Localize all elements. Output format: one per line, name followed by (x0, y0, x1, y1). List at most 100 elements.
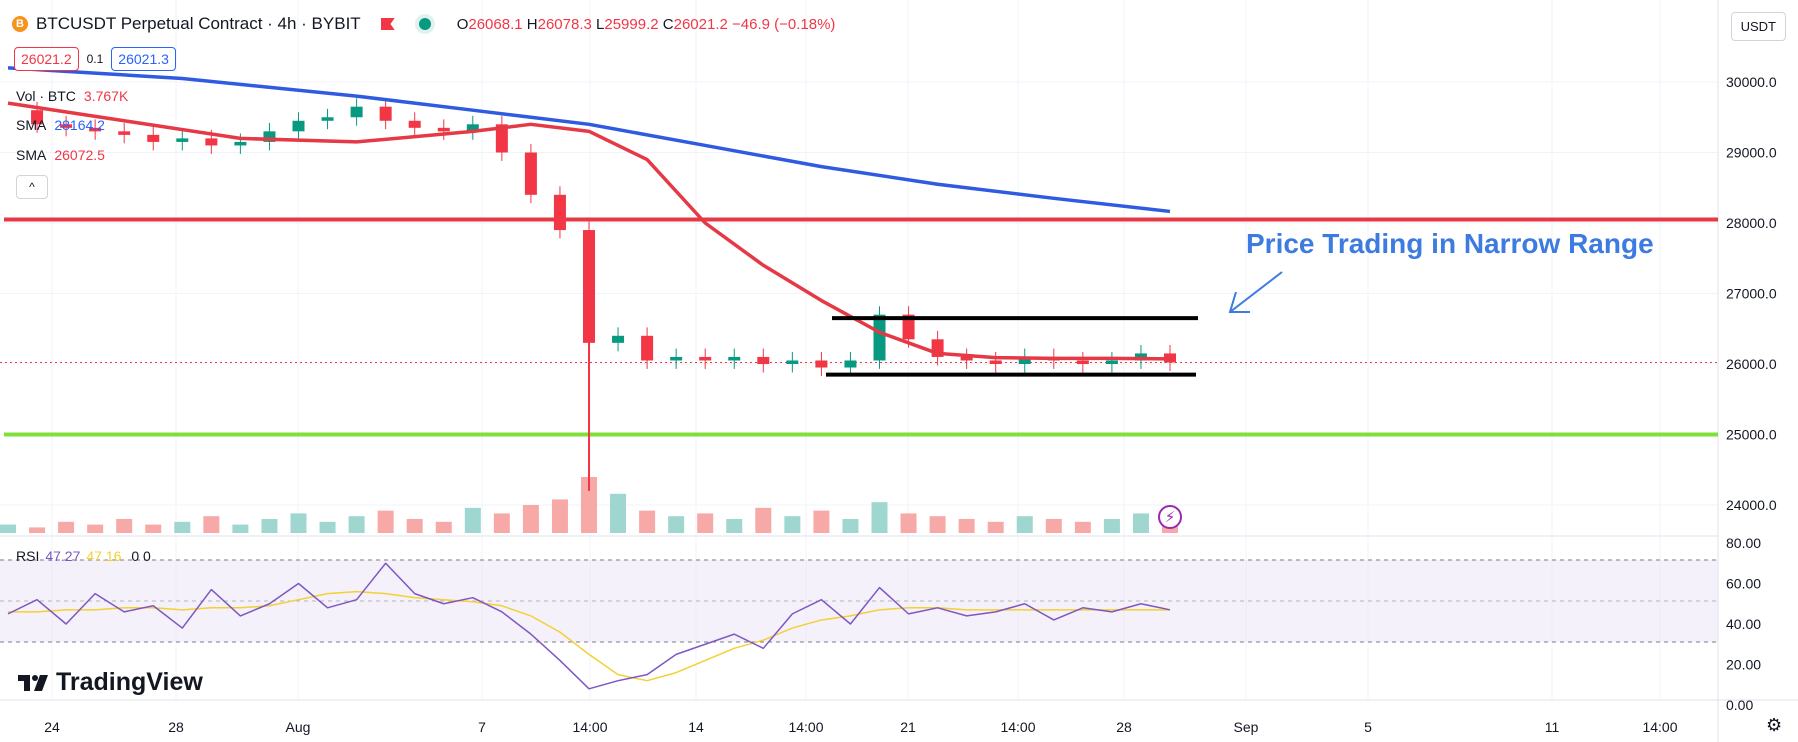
sma-fast-legend[interactable]: SMA 26072.5 (16, 147, 105, 163)
time-tick-label: 14:00 (572, 719, 607, 735)
volume-bar (261, 519, 278, 533)
chart-header: B BTCUSDT Perpetual Contract · 4h · BYBI… (12, 14, 835, 34)
price-tick-label: 27000.0 (1726, 286, 1777, 302)
rsi-tick-label: 40.00 (1726, 616, 1761, 632)
low-value: 25999.2 (604, 15, 659, 33)
candle-body (321, 117, 334, 121)
rsi-legend[interactable]: RSI 47.27 47.16 0 0 (16, 548, 151, 564)
volume-bar (319, 521, 336, 533)
volume-bar (377, 510, 394, 533)
volume-bar (87, 524, 104, 533)
volume-bar (842, 519, 859, 533)
sell-button[interactable]: 26021.2 (14, 47, 79, 71)
volume-bar (697, 513, 714, 533)
time-tick-label: 14 (688, 719, 704, 735)
range-box (826, 316, 1198, 377)
volume-bar (0, 524, 16, 533)
rsi-lines (7, 562, 1171, 690)
volume-bar (784, 516, 801, 533)
flag-icon[interactable] (380, 18, 395, 30)
ohlc-values: O26068.1 H26078.3 L25999.2 C26021.2 −46.… (457, 16, 836, 33)
sma-fast-line (7, 101, 1171, 361)
sma-slow-label: SMA (16, 117, 47, 133)
price-tick-label: 25000.0 (1726, 427, 1777, 443)
price-axis[interactable]: 30000.0 29000.0 28000.0 27000.0 26000.0 25000… (1726, 74, 1777, 513)
settings-gear-icon[interactable]: ⚙ (1766, 715, 1783, 735)
bitcoin-icon: B (12, 16, 28, 32)
sma-slow-legend[interactable]: SMA 28164.2 (16, 117, 105, 133)
time-tick-label: 14:00 (1642, 719, 1677, 735)
rsi-label: RSI (16, 548, 40, 564)
candle-body (60, 124, 73, 128)
low-label: L (596, 15, 605, 33)
candle-body (641, 335, 654, 361)
close-label: C (662, 15, 674, 33)
candle-body (699, 356, 712, 361)
annotation-arrow (1229, 271, 1283, 313)
time-tick-label: 28 (1116, 719, 1132, 735)
annotation-text: Price Trading in Narrow Range (1246, 228, 1654, 259)
rsi-ma-value: 47.16 (86, 548, 122, 564)
volume-bar (610, 493, 627, 533)
currency-selector[interactable]: USDT (1730, 12, 1786, 41)
time-tick-label: Sep (1234, 719, 1259, 735)
symbol-title[interactable]: BTCUSDT Perpetual Contract · 4h · BYBIT (36, 14, 361, 33)
volume-bar (871, 502, 888, 533)
volume-bar (900, 513, 917, 533)
rsi-axis[interactable]: 80.00 60.00 40.00 20.00 0.00 (1726, 535, 1761, 713)
volume-bar (639, 510, 656, 533)
time-tick-label: 11 (1545, 719, 1560, 735)
candle-body (466, 124, 479, 132)
spread-value: 0.1 (86, 52, 104, 66)
candle-body (902, 314, 915, 340)
volume-bar (987, 521, 1004, 533)
volume-bar (1074, 521, 1091, 533)
candle-body (176, 138, 189, 142)
rsi-tick-label: 60.00 (1726, 576, 1761, 592)
tradingview-logo[interactable]: TradingView (18, 668, 203, 697)
rsi-ma-line (8, 590, 1170, 682)
moving-averages (7, 66, 1171, 361)
volume-value: 3.767K (83, 88, 129, 104)
volume-bar (1045, 519, 1062, 533)
candle-body (495, 124, 508, 153)
volume-bar (29, 527, 46, 533)
lightning-icon[interactable]: ⚡ (1158, 505, 1182, 529)
volume-bar (58, 521, 75, 533)
volume-bar (958, 519, 975, 533)
volume-bar (929, 516, 946, 533)
candle-body (292, 120, 305, 132)
volume-legend[interactable]: Vol · BTC 3.767K (16, 88, 128, 104)
candle-body (31, 110, 44, 125)
sma-slow-value: 28164.2 (54, 117, 105, 133)
volume-bar (668, 516, 685, 533)
annotation-arrowhead (1228, 291, 1250, 313)
candle-body (408, 120, 421, 128)
time-tick-label: 14:00 (788, 719, 823, 735)
candle-body (757, 356, 770, 364)
candle-body (1105, 360, 1118, 364)
volume-bar (1132, 513, 1149, 533)
candle-body (815, 360, 828, 368)
collapse-legend-button[interactable]: ^ (16, 175, 48, 199)
volume-bar (232, 524, 249, 533)
high-label: H (526, 15, 538, 33)
volume-bar (522, 505, 539, 533)
candle-body (1018, 356, 1031, 364)
volume-bar (1016, 516, 1033, 533)
rsi-value: 47.27 (45, 548, 81, 564)
candle-body (379, 106, 392, 121)
volume-bar (551, 499, 568, 533)
volume-bar (116, 519, 133, 533)
time-axis[interactable]: 24 28 Aug 7 14:00 14 14:00 21 14:00 28 Sep 5 11 14:00 (44, 719, 1678, 735)
candle-body (118, 131, 131, 135)
price-levels (0, 217, 1718, 437)
volume-bar (581, 477, 597, 533)
time-tick-label: 7 (478, 719, 486, 735)
candle-body (89, 127, 102, 132)
buy-button[interactable]: 26021.3 (111, 47, 176, 71)
tradingview-logo-icon (18, 674, 48, 691)
candle-body (350, 106, 363, 118)
sma-slow-line (7, 66, 1171, 214)
